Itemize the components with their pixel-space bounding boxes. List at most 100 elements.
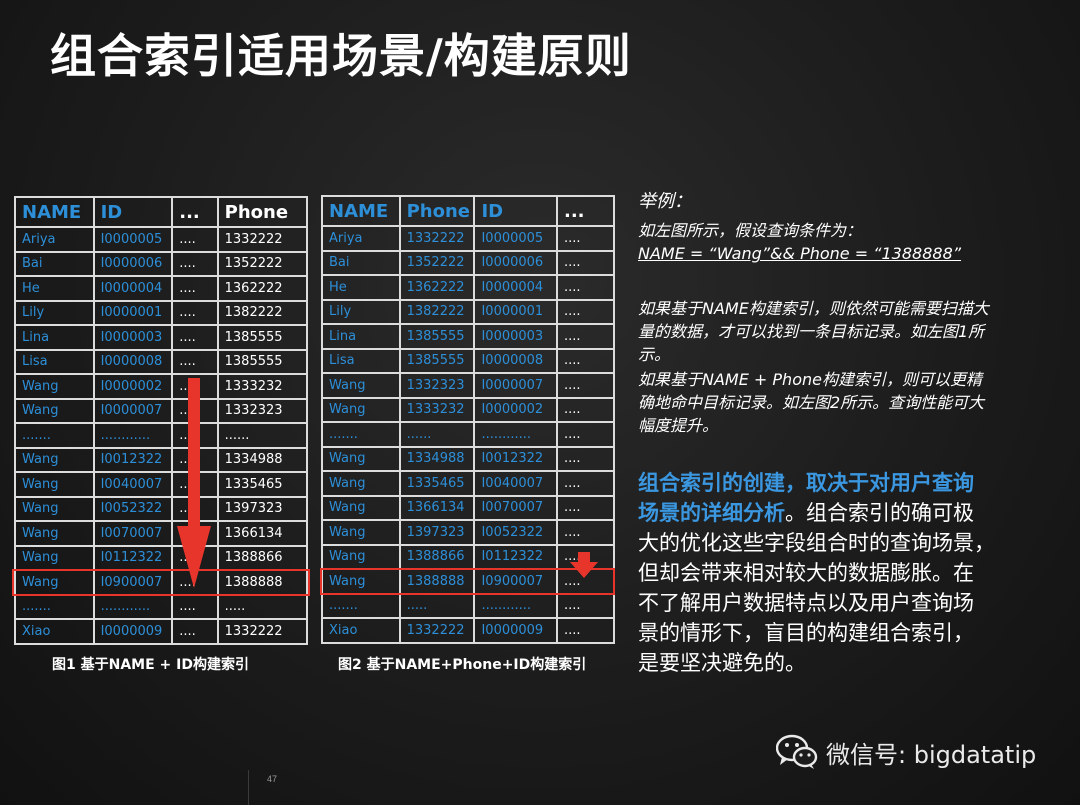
table-cell: I0000001 <box>92 299 174 326</box>
table-cell: 1352222 <box>216 250 309 277</box>
table-row: Lisa I0000008.... 1385555 <box>14 348 309 375</box>
table-cell: 1333232 <box>398 396 476 423</box>
table-row: Ariya 1332222 I0000005.... <box>321 225 615 252</box>
table-cell: 1382222 <box>398 298 476 325</box>
table-row: Wang I0040007.... 1335465 <box>14 471 309 498</box>
table-row: Lily 1382222 I0000001.... <box>321 298 615 325</box>
table-cell: ....... <box>14 422 95 449</box>
table-cell: Wang <box>321 494 401 521</box>
table-row: Bai I0000006.... 1352222 <box>14 250 309 277</box>
table-cell: I0000008 <box>92 348 174 375</box>
table-cell: .... <box>556 249 615 276</box>
table-row: He I0000004.... 1362222 <box>14 275 309 302</box>
explanation-text: 示。 <box>638 345 671 364</box>
table-cell: I0040007 <box>473 470 558 497</box>
highlight-row-box <box>320 568 615 595</box>
table-cell: 1332323 <box>398 372 476 399</box>
table-cell: Bai <box>321 249 401 276</box>
table-cell: .... <box>171 226 219 253</box>
table-header-row: NAME ID ... Phone <box>14 196 309 228</box>
table-cell: Wang <box>321 470 401 497</box>
table-cell: I0000005 <box>473 225 558 252</box>
table-cell: ..... <box>398 592 476 619</box>
table-cell: .... <box>556 470 615 497</box>
table-cell: Wang <box>14 373 95 400</box>
summary-highlight: 组合索引的创建，取决于对用户查询 <box>638 471 974 495</box>
table-cell: I0000003 <box>92 324 174 351</box>
table-cell: 1332222 <box>398 225 476 252</box>
down-arrow-icon <box>570 552 598 578</box>
table-cell: Wang <box>14 397 95 424</box>
table-cell: Lina <box>14 324 95 351</box>
table-cell: Wang <box>321 543 401 570</box>
table-row: Wang 1397323 I0052322.... <box>321 519 615 546</box>
table-cell: I0000002 <box>92 373 174 400</box>
table-cell: .... <box>556 445 615 472</box>
table-row: Wang 1388866 I0112322.... <box>321 543 615 570</box>
table-cell: 1362222 <box>216 275 309 302</box>
explanation-text: 如果基于NAME构建索引，则依然可能需要扫描大 <box>638 299 989 318</box>
table-cell: Lisa <box>321 347 401 374</box>
column-header: Phone <box>216 196 309 228</box>
table-cell: 1332222 <box>216 226 309 253</box>
table-cell: 1332222 <box>398 617 476 644</box>
figure1-caption: 图1 基于NAME + ID构建索引 <box>52 657 249 673</box>
table-cell: Ariya <box>321 225 401 252</box>
table-cell: Lina <box>321 323 401 350</box>
table-cell: 1385555 <box>216 348 309 375</box>
table-cell: .... <box>556 372 615 399</box>
figure2-caption: 图2 基于NAME+Phone+ID构建索引 <box>338 657 587 673</box>
table-cell: ............ <box>92 422 174 449</box>
table-cell: I0900007 <box>473 568 558 595</box>
column-header: NAME <box>14 196 95 228</box>
table-cell: Wang <box>321 445 401 472</box>
column-header: ... <box>556 195 615 227</box>
table-cell: ............ <box>92 593 174 620</box>
table-cell: I0012322 <box>92 446 174 473</box>
column-header: ID <box>92 196 174 228</box>
table-cell: Wang <box>14 446 95 473</box>
table-row: Lisa 1385555 I0000008.... <box>321 347 615 374</box>
table-cell: I0000004 <box>473 274 558 301</box>
table-cell: Wang <box>14 495 95 522</box>
table-cell: 1397323 <box>398 519 476 546</box>
table-cell: ...... <box>398 421 476 448</box>
table-cell: I0000006 <box>473 249 558 276</box>
table-cell: 1397323 <box>216 495 309 522</box>
table-row: ............................ <box>321 592 615 619</box>
table-cell: 1334988 <box>216 446 309 473</box>
table-cell: 1334988 <box>398 445 476 472</box>
table-cell: .... <box>171 299 219 326</box>
table-cell: Wang <box>14 520 95 547</box>
table-cell: I0000009 <box>473 617 558 644</box>
summary-text: 是要坚决避免的。 <box>638 651 806 675</box>
summary-text: 但却会带来相对较大的数据膨胀。在 <box>638 561 974 585</box>
column-header: ... <box>171 196 219 228</box>
table-cell: .... <box>556 323 615 350</box>
explanation-text: 量的数据，才可以找到一条目标记录。如左图1所 <box>638 322 985 341</box>
table-cell: I0052322 <box>92 495 174 522</box>
table-cell: I0000009 <box>92 618 174 645</box>
summary-paragraph: 组合索引的创建，取决于对用户查询 场景的详细分析。组合索引的确可极 大的优化这些… <box>638 468 1050 678</box>
table-cell: I0112322 <box>92 544 174 571</box>
table-row: He 1362222 I0000004.... <box>321 274 615 301</box>
wechat-watermark: 微信号: bigdatatip <box>776 734 1036 770</box>
table-cell: .... <box>556 274 615 301</box>
table-row: Wang 1333232 I0000002.... <box>321 396 615 423</box>
example-text: 如左图所示，假设查询条件为： <box>638 221 863 240</box>
table-row: Lina 1385555 I0000003.... <box>321 323 615 350</box>
table-cell: 1385555 <box>398 347 476 374</box>
table-cell: .... <box>556 592 615 619</box>
table-row: Bai 1352222 I0000006.... <box>321 249 615 276</box>
table-cell: 1362222 <box>398 274 476 301</box>
table-row: ............................ <box>14 593 309 620</box>
table-cell: .... <box>171 250 219 277</box>
table-header-row: NAME Phone ID ... <box>321 195 615 227</box>
table-cell: I0000008 <box>473 347 558 374</box>
table-cell: Xiao <box>14 618 95 645</box>
table-row: Wang 1334988 I0012322.... <box>321 445 615 472</box>
table-row: Wang 1388888 I0900007.... <box>321 568 615 595</box>
table-cell: .... <box>171 275 219 302</box>
table-cell: ............ <box>473 421 558 448</box>
